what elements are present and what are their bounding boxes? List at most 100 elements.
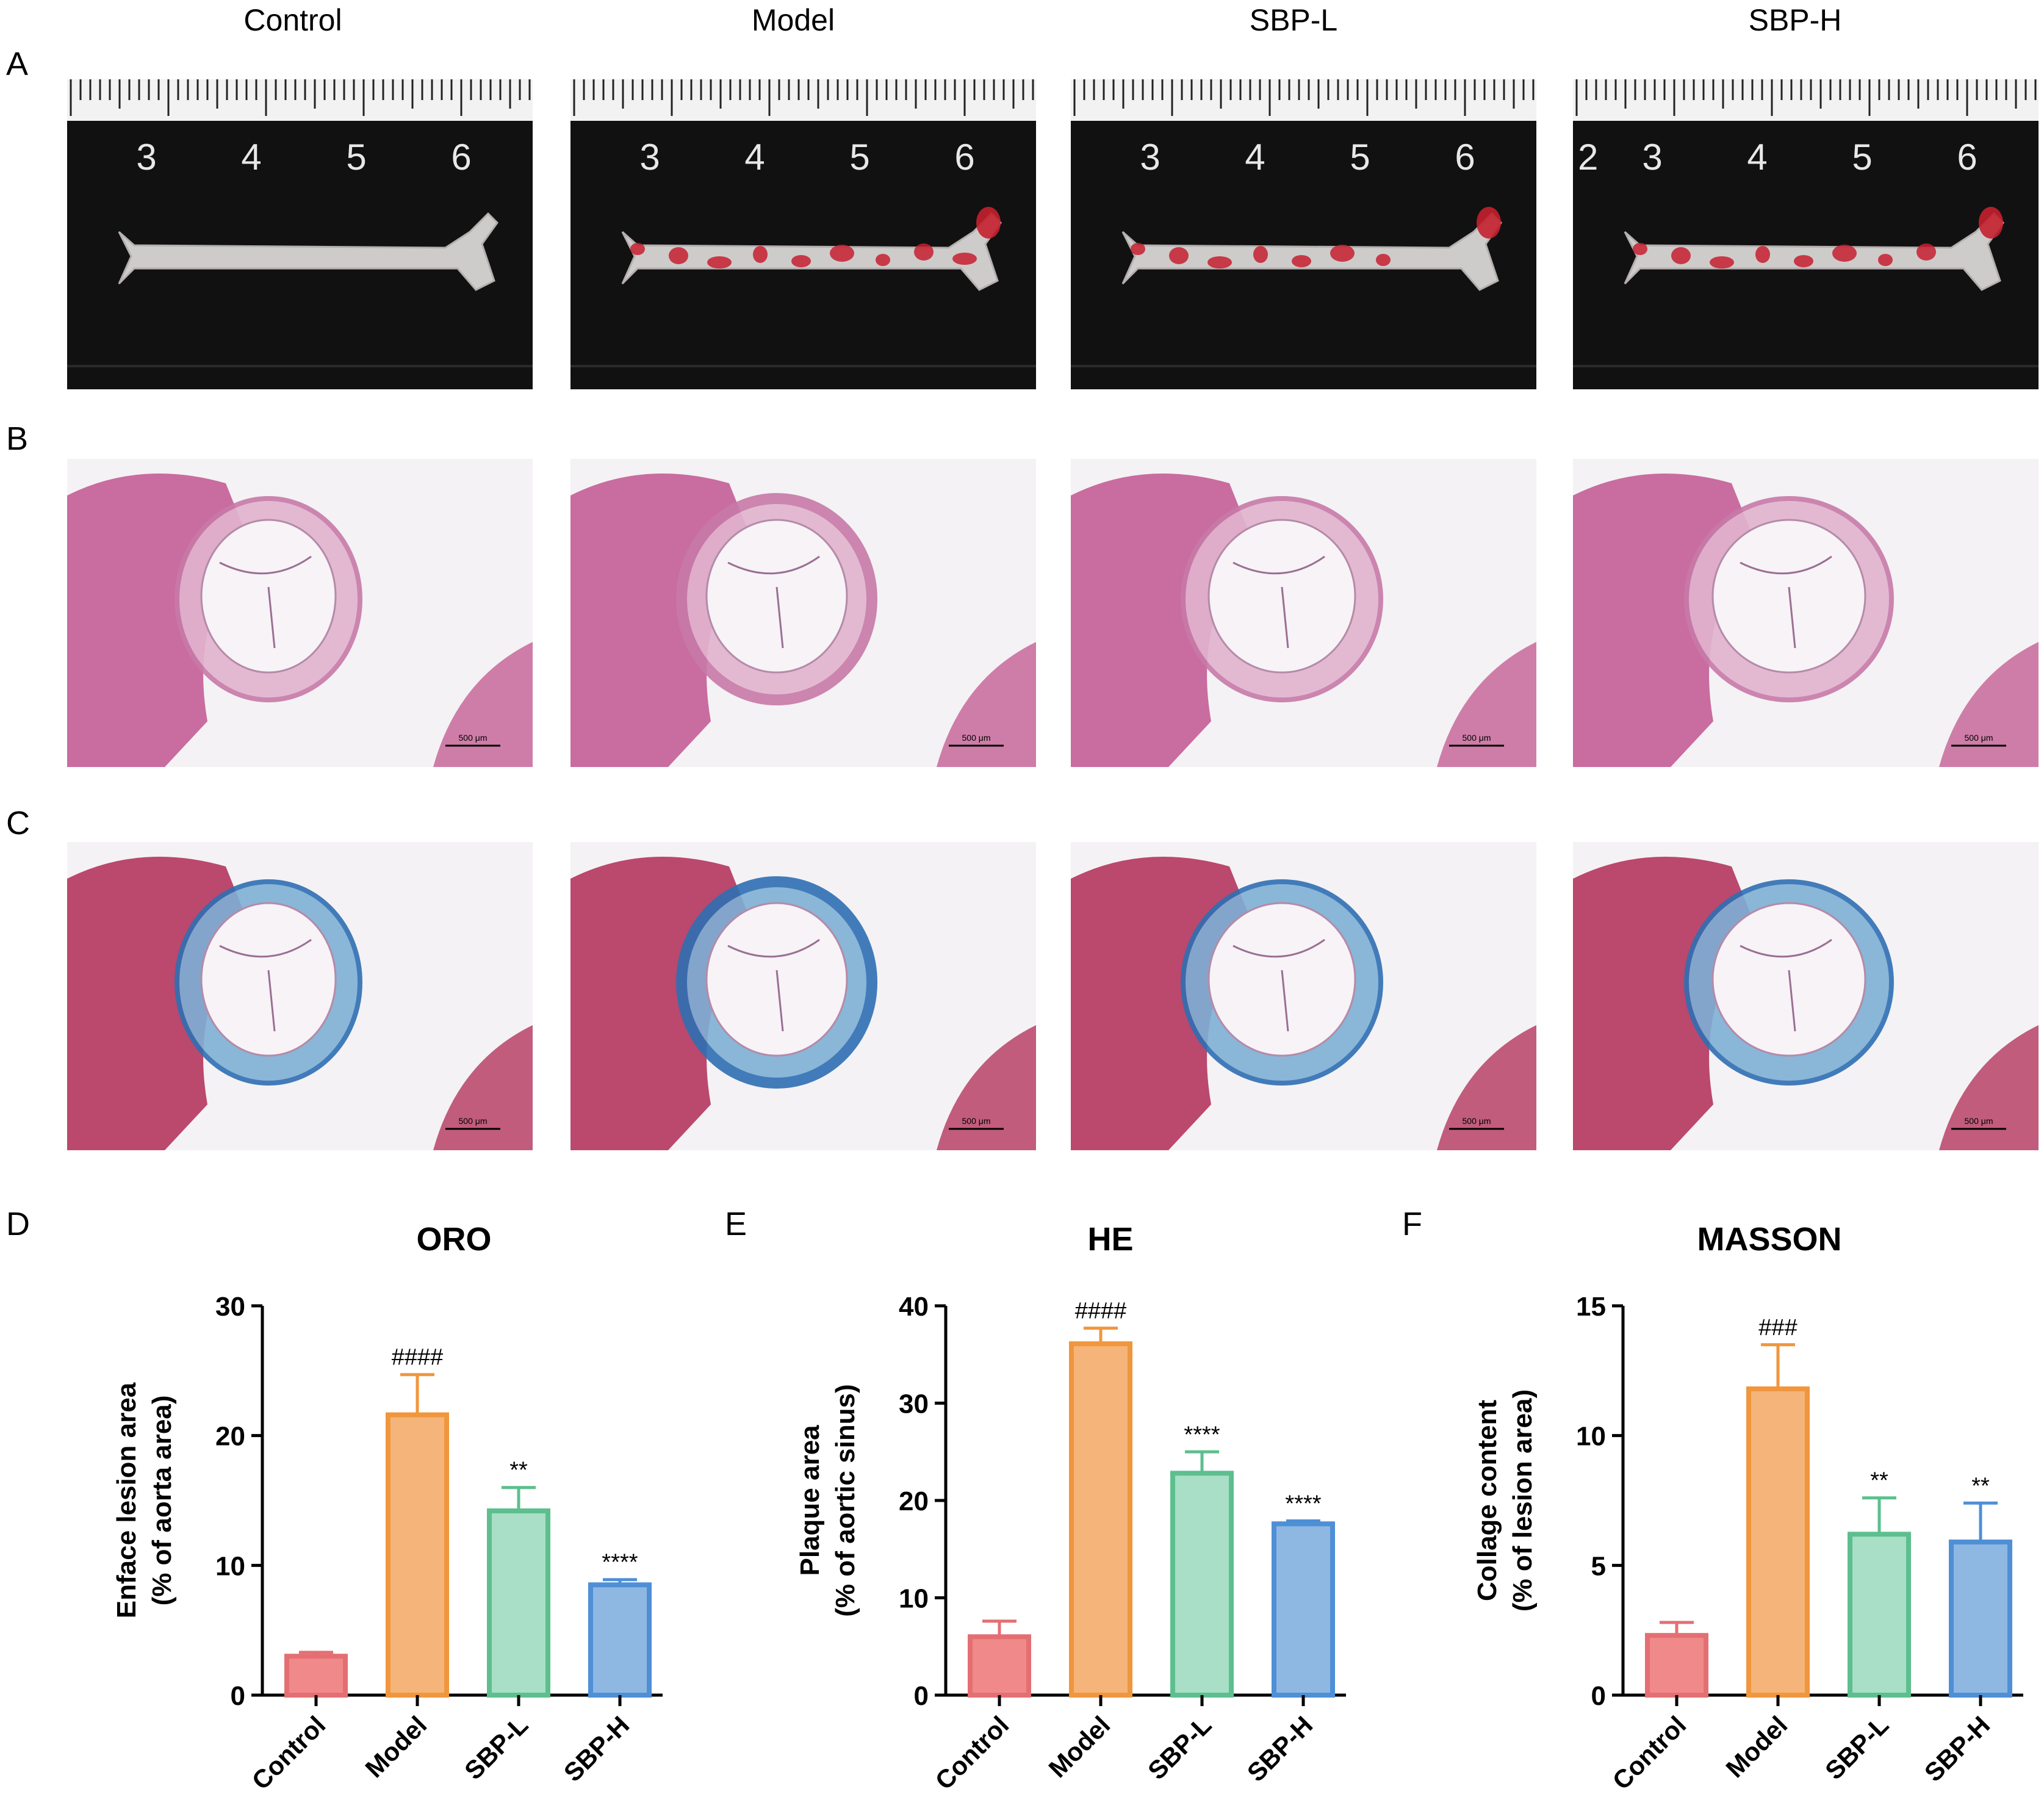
y-tick-label: 10 (1576, 1422, 1606, 1452)
ruler-strip (1573, 79, 2039, 121)
aorta-specimen (1121, 212, 1502, 291)
lesion-spot (1292, 255, 1311, 267)
valve-leaflets (1740, 938, 1832, 1032)
y-axis-label: (% of aorta area) (147, 1396, 177, 1606)
row-label-a: A (6, 46, 29, 82)
bar-chart-masson: 0 5 10 15 Collage content (% of lesion area) C… (1472, 1292, 2023, 1795)
lesion-spot (1794, 255, 1813, 267)
aorta-specimen (118, 212, 498, 291)
lesion-spot (753, 246, 768, 263)
x-tick-label: Model (1043, 1710, 1115, 1783)
aorta-specimen (1624, 212, 2004, 291)
chart-title-he: HE (1087, 1221, 1134, 1258)
he-section-sbp-l: 500 μm (1071, 459, 1536, 767)
ruler-number: 6 (1957, 137, 1977, 178)
column-header-model: Model (751, 3, 835, 37)
ruler-number: 6 (451, 137, 471, 178)
lesion-spot (1131, 243, 1145, 255)
valve-leaflets (1740, 555, 1832, 649)
valve-leaflets (1233, 555, 1325, 649)
lesion-spot (1633, 243, 1647, 255)
x-tick-label: Control (1607, 1710, 1692, 1795)
x-tick-label: SBP-H (1919, 1710, 1996, 1787)
significance-label: ### (1758, 1315, 1797, 1341)
ruler-number: 6 (1455, 137, 1475, 178)
scale-bar-label: 500 μm (459, 1116, 488, 1126)
aorta-photo-sbp-l: 3 4 5 6 (1071, 79, 1536, 389)
panel-label-f: F (1402, 1206, 1422, 1242)
ruler-number: 5 (1350, 137, 1370, 178)
bar-chart-oro: 0 10 20 30 Enface lesion area (% of aorta are… (112, 1292, 663, 1795)
bar-sbp-l (1170, 1471, 1234, 1698)
ruler-number: 5 (1852, 137, 1872, 178)
scale-bar-label: 500 μm (962, 733, 991, 743)
valve-leaflets (219, 938, 312, 1032)
scale-bar-label: 500 μm (962, 1116, 991, 1126)
panel-label-d: D (6, 1206, 30, 1242)
scale-bar-label: 500 μm (1463, 1116, 1491, 1126)
y-tick-label: 20 (899, 1486, 929, 1516)
aorta-photo-sbp-h: 3 4 5 6 2 (1573, 79, 2039, 389)
column-header-sbp-l: SBP-L (1249, 3, 1338, 37)
lesion-spot (1477, 207, 1501, 239)
bar-model (1746, 1386, 1810, 1698)
bar-sbp-l (487, 1508, 550, 1698)
significance-label: ** (1971, 1473, 1990, 1499)
y-tick-label: 30 (215, 1292, 245, 1322)
bar-sbp-h (588, 1582, 652, 1698)
lesion-spot (1207, 256, 1232, 268)
lesion-spot (1979, 207, 2003, 239)
scale-bar-label: 500 μm (1965, 733, 1993, 743)
y-tick-label: 40 (899, 1292, 929, 1322)
photo-background (570, 79, 1036, 389)
he-section-sbp-h: 500 μm (1573, 459, 2039, 767)
y-tick-label: 20 (215, 1422, 245, 1452)
he-section-model: 500 μm (570, 459, 1036, 767)
lesion-spot (1376, 254, 1391, 266)
x-tick-label: SBP-L (1819, 1710, 1894, 1785)
y-axis-label: (% of lesion area) (1508, 1389, 1538, 1612)
scale-bar-label: 500 μm (1463, 733, 1491, 743)
panel-label-e: E (725, 1206, 747, 1242)
y-axis-label: Plaque area (795, 1425, 825, 1576)
ruler-number: 4 (1245, 137, 1265, 178)
scale-bar-label: 500 μm (459, 733, 488, 743)
ruler-number: 3 (1140, 137, 1160, 178)
x-tick-label: SBP-L (1142, 1710, 1217, 1785)
bar-control (1645, 1633, 1708, 1698)
significance-label: #### (1075, 1299, 1127, 1324)
photo-background (1071, 79, 1536, 389)
row-label-b: B (6, 420, 29, 457)
significance-label: ** (509, 1458, 528, 1483)
x-tick-label: Control (247, 1710, 331, 1795)
x-tick-label: Model (359, 1710, 432, 1783)
lesion-spot (791, 255, 811, 267)
chart-title-masson: MASSON (1697, 1221, 1842, 1258)
ruler-number: 4 (241, 137, 261, 178)
significance-label: **** (1285, 1491, 1321, 1516)
lesion-spot (1916, 243, 1936, 261)
masson-section-model: 500 μm (570, 842, 1036, 1150)
myocardium-tissue (1939, 1025, 2039, 1150)
photo-background (1573, 79, 2039, 389)
myocardium-tissue (1437, 1025, 1536, 1150)
ruler-number: 4 (744, 137, 765, 178)
significance-label: #### (392, 1345, 444, 1371)
bar-sbp-h (1272, 1521, 1335, 1698)
aorta-specimen (621, 212, 1002, 291)
x-tick-label: Model (1720, 1710, 1793, 1783)
myocardium-tissue (937, 642, 1036, 767)
myocardium-tissue (1437, 642, 1536, 767)
column-header-control: Control (243, 3, 342, 37)
bar-sbp-h (1949, 1540, 2012, 1698)
y-tick-label: 10 (899, 1584, 929, 1614)
ruler-number: 4 (1747, 137, 1767, 178)
ruler-number: 5 (346, 137, 366, 178)
ruler-strip (570, 79, 1036, 121)
ruler-number: 2 (1578, 137, 1598, 178)
x-tick-label: SBP-H (1242, 1710, 1319, 1787)
lesion-spot (830, 245, 854, 262)
ruler-number: 6 (954, 137, 974, 178)
bar-model (386, 1412, 449, 1698)
bar-control (968, 1634, 1031, 1698)
